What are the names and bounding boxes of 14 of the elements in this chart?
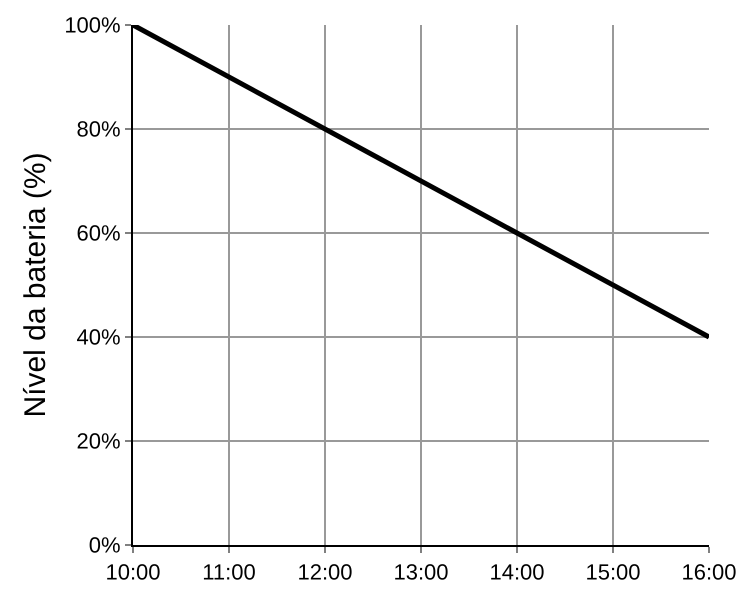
y-tick-label: 20% xyxy=(76,428,121,454)
x-tick-label: 11:00 xyxy=(202,559,256,584)
y-axis-title: Nível da bateria (%) xyxy=(18,152,52,418)
x-tick-label: 12:00 xyxy=(297,559,353,584)
x-tick-label: 13:00 xyxy=(393,559,449,584)
y-tick-label: 60% xyxy=(76,220,121,246)
x-tick-label: 16:00 xyxy=(681,559,737,584)
y-tick-label: 0% xyxy=(88,532,121,558)
y-tick-label: 100% xyxy=(64,12,121,38)
x-tick-label: 10:00 xyxy=(105,559,161,584)
x-tick-label: 14:00 xyxy=(489,559,545,584)
x-tick-label: 15:00 xyxy=(585,559,641,584)
y-tick-label: 80% xyxy=(76,116,121,142)
y-tick-label: 40% xyxy=(76,324,121,350)
